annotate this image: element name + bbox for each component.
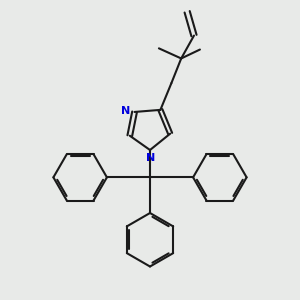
Text: N: N [121, 106, 130, 116]
Text: N: N [146, 153, 155, 163]
